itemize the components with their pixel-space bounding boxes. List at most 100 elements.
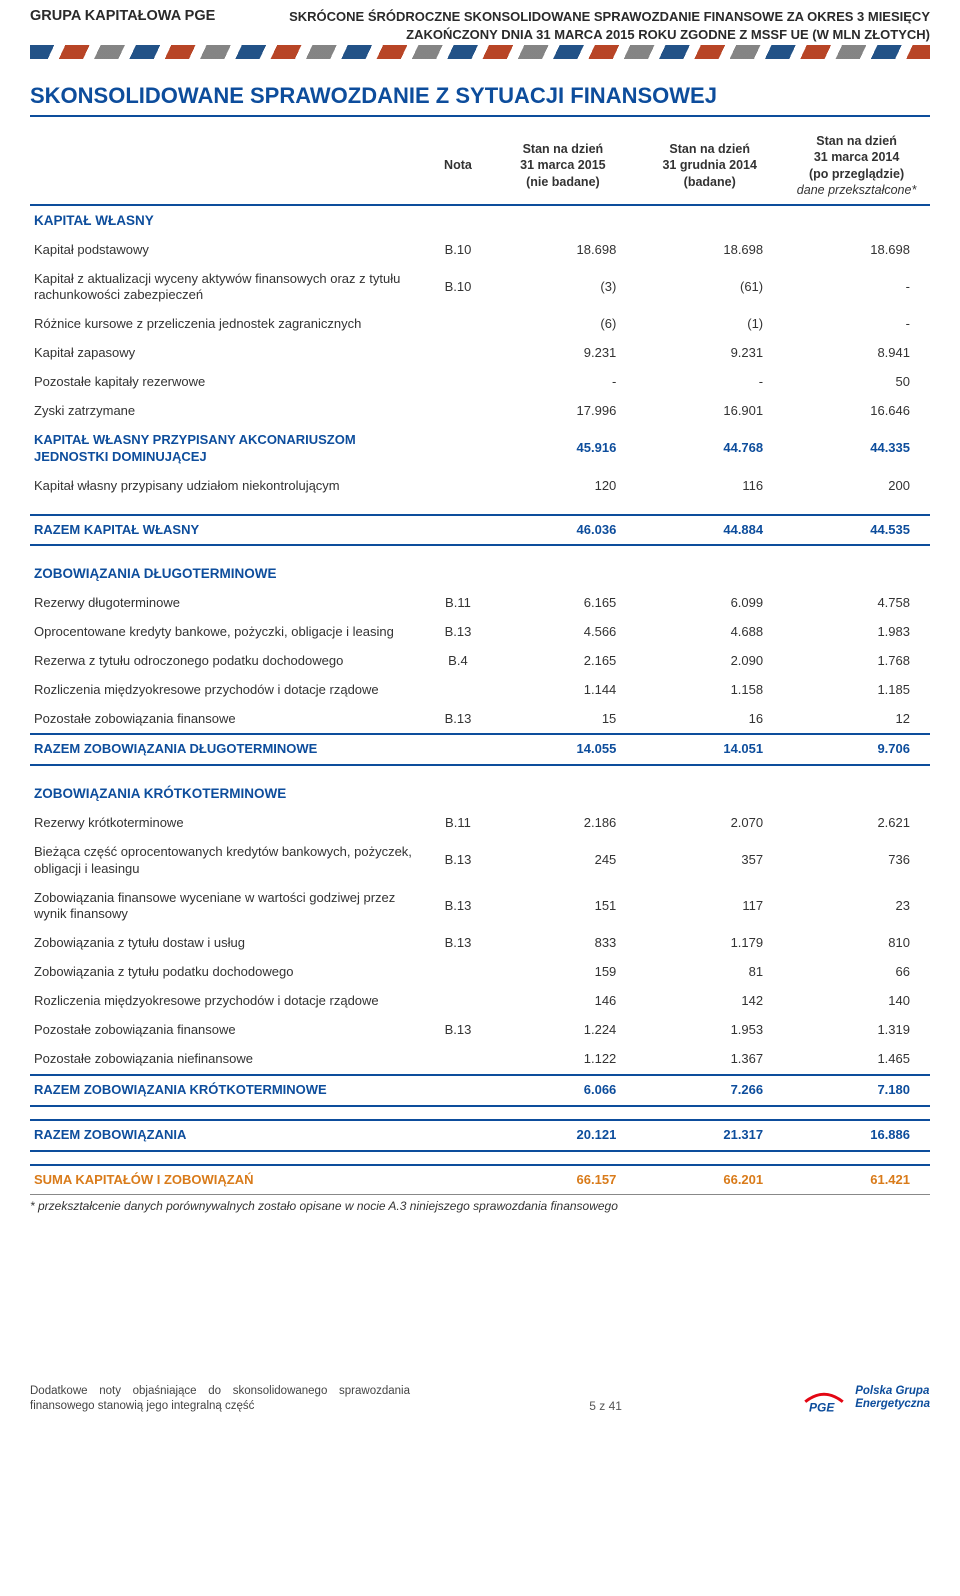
row-nota [426, 368, 489, 397]
table-row: Pozostałe zobowiązania niefinansowe1.122… [30, 1045, 930, 1075]
row-v3: 736 [783, 838, 930, 884]
row-v1: 159 [489, 958, 636, 987]
col-label [30, 127, 426, 205]
row-nota: B.13 [426, 1016, 489, 1045]
row-nota: B.13 [426, 838, 489, 884]
total-label: RAZEM KAPITAŁ WŁASNY [30, 515, 426, 546]
row-v1: (6) [489, 310, 636, 339]
table-row: Zyski zatrzymane17.99616.90116.646 [30, 397, 930, 426]
row-v3: 18.698 [783, 236, 930, 265]
total-v2: 66.201 [636, 1165, 783, 1195]
subtitle-line-1: SKRÓCONE ŚRÓDROCZNE SKONSOLIDOWANE SPRAW… [289, 8, 930, 26]
section-heading: ZOBOWIĄZANIA DŁUGOTERMINOWE [30, 559, 930, 589]
row-label: Pozostałe zobowiązania finansowe [30, 705, 426, 735]
footer-note: Dodatkowe noty objaśniające do skonsolid… [30, 1384, 410, 1414]
row-v2: 357 [636, 838, 783, 884]
row-v1: 2.165 [489, 647, 636, 676]
row-v2: 1.179 [636, 929, 783, 958]
total-nota [426, 515, 489, 546]
row-v2: 1.953 [636, 1016, 783, 1045]
total-v3: 16.886 [783, 1120, 930, 1151]
table-row: Bieżąca część oprocentowanych kredytów b… [30, 838, 930, 884]
row-label: Zobowiązania finansowe wyceniane w warto… [30, 884, 426, 930]
row-nota: B.13 [426, 705, 489, 735]
table-row: Pozostałe zobowiązania finansoweB.131516… [30, 705, 930, 735]
row-nota: B.13 [426, 884, 489, 930]
table-row: Rozliczenia międzyokresowe przychodów i … [30, 987, 930, 1016]
row-label: Pozostałe kapitały rezerwowe [30, 368, 426, 397]
row-label: Rezerwy długoterminowe [30, 589, 426, 618]
row-v3: 2.621 [783, 809, 930, 838]
pge-logo-icon: PGE [801, 1383, 847, 1413]
row-v1: 2.186 [489, 809, 636, 838]
total-v1: 20.121 [489, 1120, 636, 1151]
table-row: Różnice kursowe z przeliczenia jednostek… [30, 310, 930, 339]
equity-parent-total: KAPITAŁ WŁASNY PRZYPISANY AKCONARIUSZOM … [30, 426, 930, 472]
row-v2: 9.231 [636, 339, 783, 368]
row-v1: 9.231 [489, 339, 636, 368]
row-v3: 810 [783, 929, 930, 958]
row-v2: 81 [636, 958, 783, 987]
row-nota: B.10 [426, 236, 489, 265]
spacer-row [30, 1151, 930, 1165]
section-heading: ZOBOWIĄZANIA KRÓTKOTERMINOWE [30, 779, 930, 809]
total-label: SUMA KAPITAŁÓW I ZOBOWIĄZAŃ [30, 1165, 426, 1195]
row-label: Zobowiązania z tytułu dostaw i usług [30, 929, 426, 958]
row-v1: (3) [489, 265, 636, 311]
row-v3: - [783, 265, 930, 311]
row-v3: 1.319 [783, 1016, 930, 1045]
total-v1: 45.916 [489, 426, 636, 472]
total-nota [426, 734, 489, 765]
row-v1: - [489, 368, 636, 397]
total-v3: 61.421 [783, 1165, 930, 1195]
row-nota: B.4 [426, 647, 489, 676]
row-nota [426, 310, 489, 339]
subtitle-line-2: ZAKOŃCZONY DNIA 31 MARCA 2015 ROKU ZGODN… [289, 26, 930, 44]
row-nota: B.13 [426, 618, 489, 647]
row-v3: 4.758 [783, 589, 930, 618]
total-v3: 7.180 [783, 1075, 930, 1106]
decor-strip [30, 45, 930, 59]
row-v1: 151 [489, 884, 636, 930]
logo-text: Polska Grupa Energetyczna [855, 1385, 930, 1411]
spacer-row [30, 1106, 930, 1120]
row-label: Zobowiązania z tytułu podatku dochodoweg… [30, 958, 426, 987]
section-head-row: ZOBOWIĄZANIA KRÓTKOTERMINOWE [30, 779, 930, 809]
row-nota [426, 676, 489, 705]
svg-text:PGE: PGE [809, 1401, 835, 1414]
total-v1: 6.066 [489, 1075, 636, 1106]
row-label: Różnice kursowe z przeliczenia jednostek… [30, 310, 426, 339]
report-title: SKONSOLIDOWANE SPRAWOZDANIE Z SYTUACJI F… [30, 75, 930, 117]
row-label: Kapitał z aktualizacji wyceny aktywów fi… [30, 265, 426, 311]
section-head-row: ZOBOWIĄZANIA DŁUGOTERMINOWE [30, 559, 930, 589]
row-v2: 4.688 [636, 618, 783, 647]
row-v2: 18.698 [636, 236, 783, 265]
row-v2: 16 [636, 705, 783, 735]
total-nota [426, 426, 489, 472]
row-v2: (61) [636, 265, 783, 311]
content-area: SKONSOLIDOWANE SPRAWOZDANIE Z SYTUACJI F… [0, 65, 960, 1253]
total-v3: 44.535 [783, 515, 930, 546]
footnote-text: * przekształcenie danych porównywalnych … [30, 1195, 930, 1223]
row-v2: 1.158 [636, 676, 783, 705]
row-v2: 2.090 [636, 647, 783, 676]
row-v2: - [636, 368, 783, 397]
total-label: RAZEM ZOBOWIĄZANIA KRÓTKOTERMINOWE [30, 1075, 426, 1106]
row-v3: 12 [783, 705, 930, 735]
total-v3: 9.706 [783, 734, 930, 765]
equity-total-row: RAZEM KAPITAŁ WŁASNY46.03644.88444.535 [30, 515, 930, 546]
table-row: Zobowiązania finansowe wyceniane w warto… [30, 884, 930, 930]
table-row: Zobowiązania z tytułu dostaw i usługB.13… [30, 929, 930, 958]
row-v3: 50 [783, 368, 930, 397]
page-number: 5 z 41 [589, 1399, 622, 1413]
lt-total-row: RAZEM ZOBOWIĄZANIA DŁUGOTERMINOWE14.0551… [30, 734, 930, 765]
total-nota [426, 1075, 489, 1106]
st-total-row: RAZEM ZOBOWIĄZANIA KRÓTKOTERMINOWE 6.066 7… [30, 1075, 930, 1106]
table-row: Rezerwy długoterminoweB.116.1656.0994.75… [30, 589, 930, 618]
total-label: KAPITAŁ WŁASNY PRZYPISANY AKCONARIUSZOM … [30, 426, 426, 472]
total-label: RAZEM ZOBOWIĄZANIA DŁUGOTERMINOWE [30, 734, 426, 765]
row-v1: 17.996 [489, 397, 636, 426]
total-v2: 44.884 [636, 515, 783, 546]
row-label: Pozostałe zobowiązania finansowe [30, 1016, 426, 1045]
row-label: Rozliczenia międzyokresowe przychodów i … [30, 987, 426, 1016]
